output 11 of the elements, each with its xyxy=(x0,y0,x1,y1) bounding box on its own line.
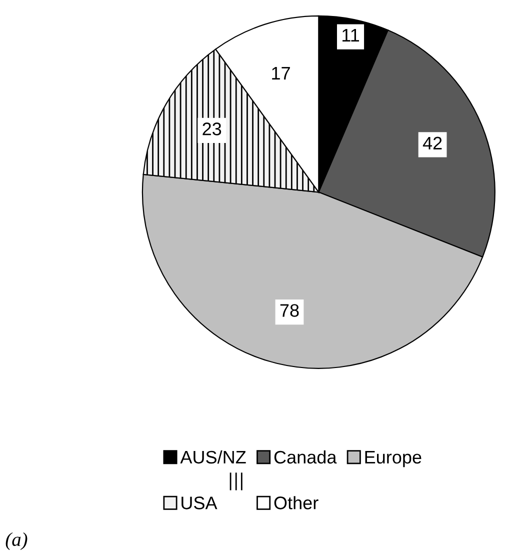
legend-label: Other xyxy=(274,496,318,510)
text: (a) xyxy=(6,532,28,550)
legend-label: AUS/NZ xyxy=(180,450,246,464)
legend-label: Canada xyxy=(274,450,337,464)
data-label: 42 xyxy=(422,136,442,150)
data-label: 11 xyxy=(342,29,360,42)
data-label: 17 xyxy=(272,67,290,80)
legend-label: Europe xyxy=(365,451,422,468)
data-label: 78 xyxy=(280,304,299,317)
data-label: 23 xyxy=(202,122,222,136)
legend-label: USA xyxy=(182,496,218,510)
